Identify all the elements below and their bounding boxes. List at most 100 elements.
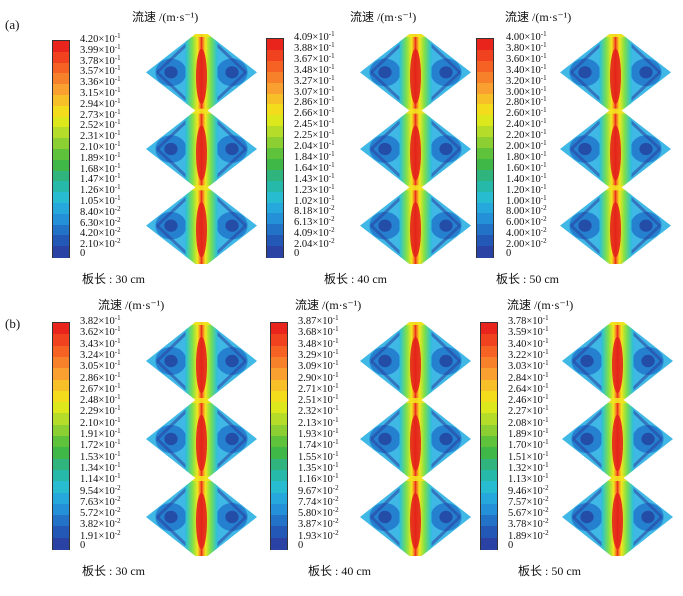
colorbar-tick-label: 2.29×10-1 bbox=[80, 404, 121, 418]
velocity-field bbox=[360, 322, 471, 556]
colorbar-tick-label: 2.00×10-1 bbox=[506, 139, 547, 152]
colorbar-tick-label: 1.23×10-1 bbox=[294, 182, 335, 196]
colorbar-swatch bbox=[477, 82, 493, 95]
colorbar-swatch bbox=[53, 503, 69, 516]
colorbar-tick-label: 2.40×10-1 bbox=[506, 117, 547, 131]
panel-caption: 板长 : 50 cm bbox=[496, 272, 559, 286]
colorbar-swatch bbox=[481, 469, 497, 482]
colorbar-swatch bbox=[271, 526, 287, 539]
colorbar-swatch bbox=[267, 49, 283, 62]
colorbar-swatch bbox=[267, 235, 283, 247]
colorbar-tick-label: 2.27×10-1 bbox=[508, 404, 549, 418]
colorbar-swatch bbox=[267, 60, 283, 73]
colorbar-tick-label: 2.04×10-2 bbox=[294, 237, 335, 251]
colorbar-swatch bbox=[271, 334, 287, 347]
colorbar-swatch bbox=[481, 368, 497, 381]
colorbar-tick-label: 2.51×10-1 bbox=[298, 393, 339, 407]
colorbar-swatch bbox=[267, 169, 283, 182]
colorbar-tick-label: 1.80×10-1 bbox=[506, 149, 547, 163]
colorbar-swatch bbox=[477, 137, 493, 149]
colorbar-swatch bbox=[481, 390, 497, 403]
panel-a-50: 流速 /(m·s⁻¹) 4.00×10-1 3.80×10-1 3.60×10-1 3… bbox=[476, 8, 683, 298]
colorbar-tick-label: 3.80×10-1 bbox=[506, 40, 547, 54]
colorbar-tick-label: 3.62×10-1 bbox=[80, 325, 121, 339]
colorbar-swatch bbox=[271, 537, 287, 550]
panel-caption: 板长 : 30 cm bbox=[82, 272, 145, 286]
colorbar-swatch bbox=[271, 356, 287, 369]
colorbar-tick-label: 3.29×10-1 bbox=[298, 347, 339, 361]
colorbar-swatch bbox=[481, 503, 497, 516]
colorbar-tick-label: 1.05×10-1 bbox=[80, 194, 121, 207]
unit-label: 流速 /(m·s⁻¹) bbox=[350, 10, 417, 24]
colorbar-tick-label: 1.91×10-2 bbox=[80, 528, 121, 542]
colorbar-swatch bbox=[53, 526, 69, 539]
colorbar-swatch bbox=[271, 469, 287, 482]
colorbar-tick-label: 2.25×10-1 bbox=[294, 128, 335, 142]
colorbar-tick-label: 3.87×10-2 bbox=[298, 517, 339, 531]
colorbar-swatch bbox=[271, 503, 287, 516]
colorbar-tick-label: 4.00×10-1 bbox=[506, 30, 547, 43]
colorbar-tick-label: 1.89×10-2 bbox=[508, 528, 549, 542]
colorbar-swatch bbox=[267, 71, 283, 84]
colorbar-tick-label: 0 bbox=[80, 248, 86, 259]
colorbar-tick-label: 2.71×10-1 bbox=[298, 381, 339, 395]
colorbar-swatch bbox=[267, 126, 283, 138]
colorbar-tick-label: 1.74×10-1 bbox=[298, 438, 339, 452]
velocity-field bbox=[562, 322, 673, 556]
colorbar-swatch bbox=[481, 379, 497, 392]
colorbar bbox=[270, 322, 288, 550]
colorbar-tick-label: 6.30×10-2 bbox=[80, 215, 121, 229]
colorbar-tick-label: 2.45×10-1 bbox=[294, 117, 335, 131]
colorbar-tick-label: 6.00×10-2 bbox=[506, 215, 547, 229]
colorbar-tick-label: 2.10×10-2 bbox=[80, 237, 121, 251]
colorbar-tick-label: 2.52×10-1 bbox=[80, 118, 121, 132]
colorbar-tick-label: 8.00×10-2 bbox=[506, 204, 547, 218]
colorbar-tick-label: 3.22×10-1 bbox=[508, 347, 549, 361]
colorbar-swatch bbox=[271, 481, 287, 494]
colorbar-swatch bbox=[53, 402, 69, 414]
colorbar-swatch bbox=[481, 356, 497, 369]
panel-a-40: 流速 /(m·s⁻¹) 4.09×10-1 3.88×10-1 3.67×10-1 3… bbox=[266, 8, 492, 298]
colorbar-tick-label: 3.27×10-1 bbox=[294, 73, 335, 87]
colorbar-tick-label: 3.60×10-1 bbox=[506, 51, 547, 65]
colorbar-tick-label: 3.36×10-1 bbox=[80, 75, 121, 89]
colorbar-swatch bbox=[53, 138, 69, 150]
colorbar-tick-label: 2.67×10-1 bbox=[80, 381, 121, 395]
colorbar-swatch bbox=[481, 526, 497, 539]
colorbar-tick-label: 4.09×10-2 bbox=[294, 226, 335, 240]
colorbar-tick-label: 2.20×10-1 bbox=[506, 128, 547, 142]
colorbar-tick-label: 3.57×10-1 bbox=[80, 64, 121, 78]
colorbar-tick-label: 3.40×10-1 bbox=[506, 62, 547, 76]
colorbar-tick-label: 2.64×10-1 bbox=[508, 381, 549, 395]
colorbar-tick-label: 1.32×10-1 bbox=[508, 460, 549, 474]
colorbar-tick-label: 2.00×10-2 bbox=[506, 237, 547, 251]
colorbar-swatch bbox=[477, 180, 493, 193]
colorbar-tick-label: 2.46×10-1 bbox=[508, 393, 549, 407]
colorbar-tick-label: 1.64×10-1 bbox=[294, 160, 335, 174]
colorbar-swatch bbox=[53, 235, 69, 247]
colorbar-swatch bbox=[53, 213, 69, 226]
row-b-tag: (b) bbox=[5, 316, 21, 331]
colorbar-swatch bbox=[271, 515, 287, 527]
colorbar-tick-label: 3.78×10-2 bbox=[508, 517, 549, 531]
colorbar-tick-label: 8.40×10-2 bbox=[80, 204, 121, 218]
flow-cells bbox=[360, 34, 471, 264]
colorbar-swatch bbox=[53, 51, 69, 64]
colorbar-tick-label: 2.84×10-1 bbox=[508, 370, 549, 384]
colorbar-tick-label: 9.46×10-2 bbox=[508, 483, 549, 497]
colorbar-swatch bbox=[53, 246, 69, 258]
colorbar-swatch bbox=[477, 49, 493, 62]
colorbar-tick-label: 3.24×10-1 bbox=[80, 347, 121, 361]
colorbar-tick-label: 7.57×10-2 bbox=[508, 494, 549, 508]
colorbar-swatch bbox=[481, 413, 497, 426]
colorbar-swatch bbox=[267, 191, 283, 204]
colorbar-swatch bbox=[271, 424, 287, 437]
colorbar-swatch bbox=[53, 323, 69, 335]
colorbar-swatch bbox=[53, 84, 69, 96]
colorbar-tick-label: 3.78×10-1 bbox=[80, 53, 121, 67]
colorbar-swatch bbox=[53, 149, 69, 161]
row-a-tag: (a) bbox=[5, 17, 20, 32]
colorbar-tick-label: 2.48×10-1 bbox=[80, 393, 121, 407]
colorbar-tick-label: 1.43×10-1 bbox=[294, 171, 335, 185]
colorbar bbox=[52, 322, 70, 550]
